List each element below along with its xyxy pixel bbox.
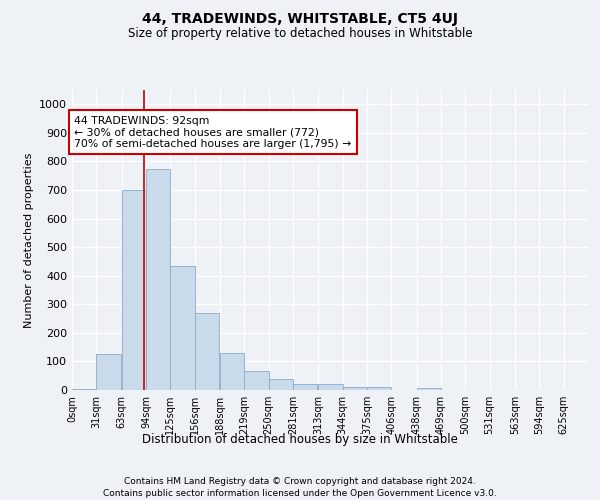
Bar xyxy=(318,384,343,390)
Bar xyxy=(97,354,121,390)
Bar xyxy=(343,387,367,390)
Text: 44, TRADEWINDS, WHITSTABLE, CT5 4UJ: 44, TRADEWINDS, WHITSTABLE, CT5 4UJ xyxy=(142,12,458,26)
Bar xyxy=(195,313,219,390)
Bar xyxy=(122,190,146,390)
Y-axis label: Number of detached properties: Number of detached properties xyxy=(23,152,34,328)
Text: Size of property relative to detached houses in Whitstable: Size of property relative to detached ho… xyxy=(128,28,472,40)
Bar xyxy=(269,379,293,390)
Bar xyxy=(416,388,441,390)
Text: 44 TRADEWINDS: 92sqm
← 30% of detached houses are smaller (772)
70% of semi-deta: 44 TRADEWINDS: 92sqm ← 30% of detached h… xyxy=(74,116,352,149)
Bar xyxy=(146,168,170,390)
Bar xyxy=(170,266,195,390)
Bar xyxy=(244,372,269,390)
Bar xyxy=(293,384,317,390)
Text: Contains public sector information licensed under the Open Government Licence v3: Contains public sector information licen… xyxy=(103,489,497,498)
Bar xyxy=(220,353,244,390)
Bar xyxy=(367,387,391,390)
Text: Contains HM Land Registry data © Crown copyright and database right 2024.: Contains HM Land Registry data © Crown c… xyxy=(124,478,476,486)
Bar xyxy=(72,388,97,390)
Text: Distribution of detached houses by size in Whitstable: Distribution of detached houses by size … xyxy=(142,432,458,446)
